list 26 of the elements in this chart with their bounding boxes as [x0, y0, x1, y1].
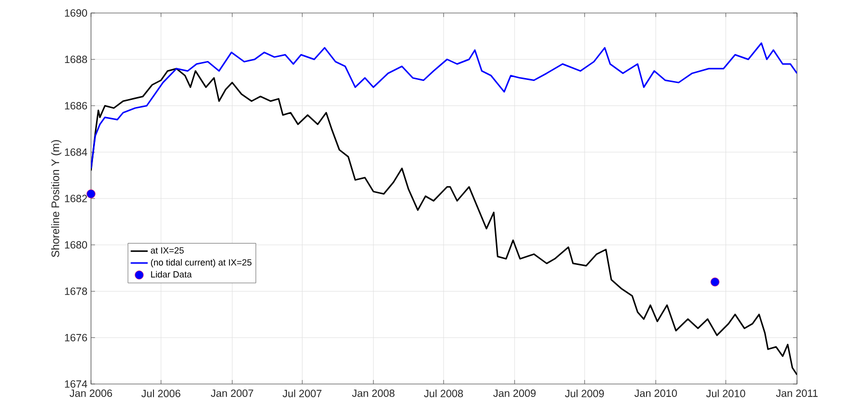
legend-label: (no tidal current) at IX=25: [151, 258, 252, 268]
y-tick-label: 1690: [65, 9, 88, 17]
y-tick-label: 1682: [65, 194, 87, 202]
x-tick-label: Jul 2008: [424, 390, 463, 398]
x-tick-label: Jul 2010: [706, 390, 746, 398]
y-tick-label: 1676: [65, 334, 88, 342]
line-series: [91, 68, 797, 376]
y-tick-label: 1686: [65, 102, 88, 110]
legend-label: at IX=25: [150, 247, 184, 254]
y-axis-title: Shoreline Position Y (m): [51, 140, 62, 258]
y-tick-label: 1680: [65, 241, 88, 249]
x-tick-label: Jul 2006: [141, 390, 180, 398]
legend-label: Lidar Data: [151, 270, 192, 278]
x-tick-label: Jan 2011: [776, 390, 818, 397]
x-tick-label: Jul 2009: [565, 390, 604, 398]
x-tick-label: Jan 2010: [634, 390, 677, 397]
x-tick-label: Jan 2009: [493, 390, 536, 397]
line-series: [91, 42, 797, 170]
y-tick-label: 1674: [65, 380, 88, 388]
y-tick-label: 1678: [65, 288, 88, 295]
x-tick-label: Jan 2008: [352, 390, 394, 397]
x-tick-label: Jan 2006: [70, 390, 112, 397]
x-tick-label: Jul 2007: [282, 390, 322, 398]
y-tick-label: 1688: [65, 56, 88, 64]
x-tick-label: Jan 2007: [210, 390, 254, 397]
y-tick-label: 1684: [65, 148, 88, 156]
